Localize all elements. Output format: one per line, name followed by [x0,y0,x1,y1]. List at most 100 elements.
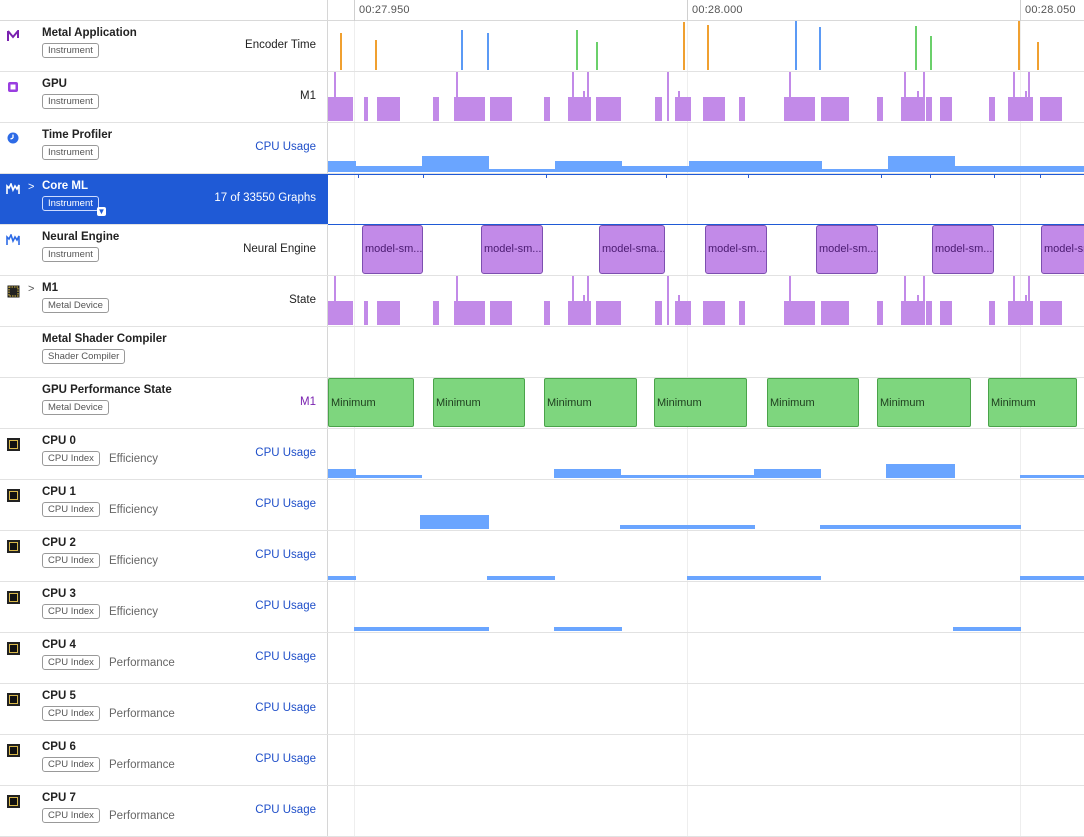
track-row-core-ml[interactable]: > Core ML Instrument ▼ 17 of 33550 Graph… [0,174,328,225]
track-badge: CPU Index [42,706,100,721]
track-lane-2[interactable] [328,123,1084,174]
track-lane-6[interactable] [328,327,1084,378]
track-detail-label[interactable]: CPU Usage [255,600,316,612]
track-detail-label[interactable]: 17 of 33550 Graphs [214,192,316,204]
grid-line [354,175,355,224]
cpu-usage-mark [328,576,356,580]
track-lane-11[interactable] [328,582,1084,633]
track-badge: CPU Index [42,451,100,466]
gpu-activity-mark [877,97,883,121]
track-row-gpu-performance-state[interactable]: GPU Performance State Metal Device M1 [0,378,328,429]
track-badge: CPU Index [42,604,100,619]
grid-line [1020,735,1021,785]
neural-engine-icon [6,233,20,247]
cpu-usage-mark [687,576,821,580]
track-lane-10[interactable] [328,531,1084,582]
track-detail-label[interactable]: CPU Usage [255,447,316,459]
gpu-spike-mark [678,295,680,325]
track-detail-label[interactable]: M1 [300,396,316,408]
grid-line [687,123,688,173]
gpu-activity-mark [821,301,849,325]
track-detail-label[interactable]: CPU Usage [255,498,316,510]
cpu-usage-mark [620,525,755,529]
sidebar-header [0,0,328,21]
grid-line [1020,327,1021,377]
track-detail-label[interactable]: CPU Usage [255,549,316,561]
track-row-metal-shader-compiler[interactable]: Metal Shader Compiler Shader Compiler [0,327,328,378]
track-lane-9[interactable] [328,480,1084,531]
neural-engine-block: model-sm... [816,225,878,274]
track-title: Metal Application [42,27,137,39]
track-lane-7[interactable]: Minimum Minimum Minimum Minimum Minimum Minim… [328,378,1084,429]
track-lane-1[interactable] [328,72,1084,123]
track-lane-12[interactable] [328,633,1084,684]
cpu-usage-mark [487,576,555,580]
track-lane-8[interactable] [328,429,1084,480]
encoder-event-mark [340,33,342,70]
track-lane-15[interactable] [328,786,1084,837]
cpu-usage-mark [888,156,955,172]
cpu-usage-mark [622,166,689,172]
track-detail-label[interactable]: State [289,294,316,306]
track-row-cpu-5[interactable]: CPU 5 CPU Index Performance CPU Usage [0,684,328,735]
track-row-m1[interactable]: > M1 Metal Device State [0,276,328,327]
track-title: CPU 7 [42,792,76,804]
track-lane-3[interactable] [328,174,1084,225]
gpu-spike-mark [583,91,585,121]
grid-line [354,276,355,326]
timeline-area[interactable]: model-sm... model-sm... model-sma... model-… [328,21,1084,837]
grid-line [687,684,688,734]
track-row-cpu-4[interactable]: CPU 4 CPU Index Performance CPU Usage [0,633,328,684]
encoder-event-mark [487,33,489,70]
track-detail-label[interactable]: CPU Usage [255,702,316,714]
neural-engine-block: model-sm [1041,225,1084,274]
coreml-tick-mark [423,175,424,178]
time-ruler[interactable]: 00:27.950 00:28.000 00:28.050 [328,0,1084,21]
gpu-activity-mark [328,301,353,325]
disclosure-chevron-icon[interactable]: > [28,283,35,295]
metal-app-icon [6,29,20,43]
track-detail-label[interactable]: CPU Usage [255,753,316,765]
grid-line [1020,225,1021,275]
track-detail-label[interactable]: CPU Usage [255,141,316,153]
track-lane-0[interactable] [328,21,1084,72]
cpu-usage-mark [489,169,555,172]
perf-state-block: Minimum [988,378,1077,427]
track-row-cpu-6[interactable]: CPU 6 CPU Index Performance CPU Usage [0,735,328,786]
encoder-event-mark [915,26,917,70]
coreml-tick-mark [930,175,931,178]
cpu-usage-mark [356,475,422,478]
track-detail-label[interactable]: Encoder Time [245,39,316,51]
grid-line [687,225,688,275]
cpu-icon [6,692,20,706]
track-row-neural-engine[interactable]: Neural Engine Instrument Neural Engine [0,225,328,276]
encoder-event-mark [795,21,797,70]
track-row-cpu-0[interactable]: CPU 0 CPU Index Efficiency CPU Usage [0,429,328,480]
gpu-activity-mark [703,301,725,325]
chevron-down-icon[interactable]: ▼ [97,207,106,216]
track-row-gpu[interactable]: GPU Instrument M1 [0,72,328,123]
cpu-icon [6,794,20,808]
track-row-metal-application[interactable]: Metal Application Instrument Encoder Tim… [0,21,328,72]
track-lane-5[interactable] [328,276,1084,327]
track-row-cpu-2[interactable]: CPU 2 CPU Index Efficiency CPU Usage [0,531,328,582]
coreml-tick-mark [666,175,667,178]
disclosure-chevron-icon[interactable]: > [28,181,35,193]
gpu-activity-mark [655,301,662,325]
track-row-cpu-1[interactable]: CPU 1 CPU Index Efficiency CPU Usage [0,480,328,531]
gpu-activity-mark [926,301,932,325]
track-lane-13[interactable] [328,684,1084,735]
track-row-cpu-7[interactable]: CPU 7 CPU Index Performance CPU Usage [0,786,328,837]
track-detail-label[interactable]: CPU Usage [255,804,316,816]
track-detail-label[interactable]: M1 [300,90,316,102]
track-detail-label[interactable]: CPU Usage [255,651,316,663]
track-row-time-profiler[interactable]: Time Profiler Instrument CPU Usage [0,123,328,174]
core-type-label: Efficiency [109,555,159,567]
track-row-cpu-3[interactable]: CPU 3 CPU Index Efficiency CPU Usage [0,582,328,633]
track-detail-label[interactable]: Neural Engine [243,243,316,255]
grid-line [1020,786,1021,836]
track-lane-4[interactable]: model-sm... model-sm... model-sma... model-… [328,225,1084,276]
gpu-activity-mark [454,97,485,121]
grid-line [1020,175,1021,224]
track-lane-14[interactable] [328,735,1084,786]
